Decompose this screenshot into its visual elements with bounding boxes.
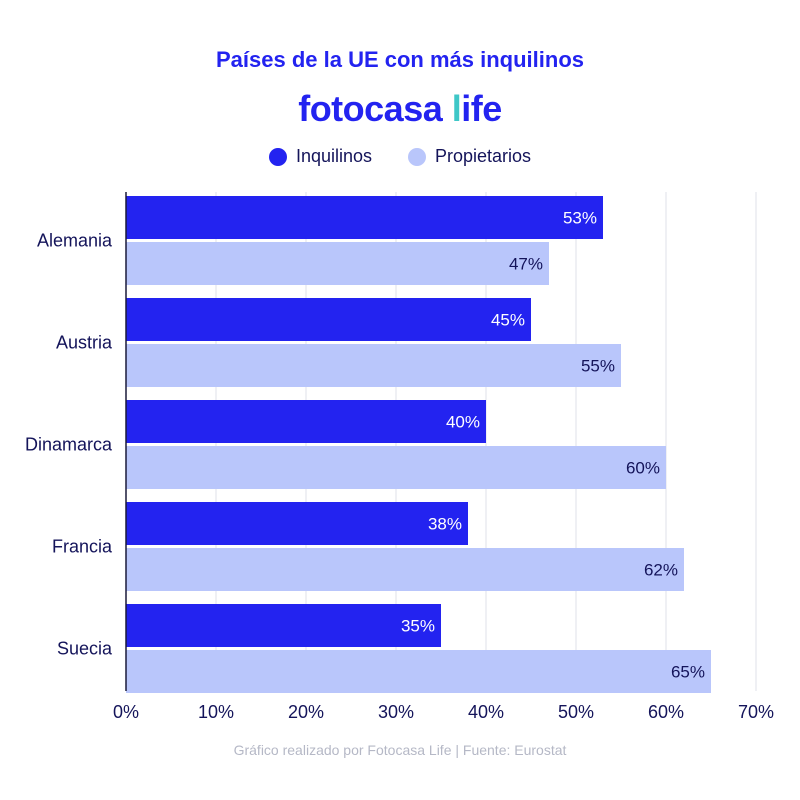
category-label: Alemania (37, 231, 113, 251)
category-label: Suecia (57, 639, 113, 659)
category-label: Francia (52, 537, 113, 557)
legend-swatch-propietarios (408, 147, 426, 166)
bar-propietarios (126, 242, 549, 285)
bar-value-label: 45% (491, 311, 525, 330)
bar-propietarios (126, 650, 711, 693)
bar-propietarios (126, 446, 666, 489)
bar-inquilinos (126, 298, 531, 341)
x-tick-label: 60% (648, 702, 684, 722)
x-tick-label: 30% (378, 702, 414, 722)
legend-item-inquilinos: Inquilinos (268, 146, 372, 167)
chart-legend: Inquilinos Propietarios (0, 146, 800, 167)
brand-main: fotocasa (298, 88, 452, 129)
x-tick-label: 70% (738, 702, 774, 722)
bar-value-label: 40% (446, 413, 480, 432)
x-tick-label: 40% (468, 702, 504, 722)
source-footer: Gráfico realizado por Fotocasa Life | Fu… (233, 742, 567, 758)
category-label: Austria (56, 333, 113, 353)
legend-item-propietarios: Propietarios (408, 146, 531, 167)
x-tick-label: 10% (198, 702, 234, 722)
bar-value-label: 53% (563, 209, 597, 228)
bar-inquilinos (126, 400, 486, 443)
bar-propietarios (126, 344, 621, 387)
bar-value-label: 60% (626, 459, 660, 478)
legend-label-propietarios: Propietarios (435, 146, 532, 166)
legend-swatch-inquilinos (268, 147, 287, 166)
category-label: Dinamarca (25, 435, 113, 455)
bar-value-label: 65% (671, 663, 705, 682)
bar-inquilinos (126, 502, 468, 545)
brand-logo: fotocasa life (0, 88, 800, 130)
legend-label-inquilinos: Inquilinos (295, 146, 372, 166)
x-tick-label: 0% (113, 702, 139, 722)
brand-rest: ife (461, 88, 502, 129)
bar-value-label: 47% (509, 255, 543, 274)
bar-inquilinos (126, 196, 603, 239)
x-tick-label: 20% (288, 702, 324, 722)
bar-value-label: 38% (428, 515, 462, 534)
bar-value-label: 35% (401, 617, 435, 636)
bar-inquilinos (126, 604, 441, 647)
bar-value-label: 62% (644, 561, 678, 580)
bar-value-label: 55% (581, 357, 615, 376)
x-tick-label: 50% (558, 702, 594, 722)
brand-accent: l (451, 88, 462, 129)
chart-title: Países de la UE con más inquilinos (215, 47, 584, 72)
bar-propietarios (126, 548, 684, 591)
